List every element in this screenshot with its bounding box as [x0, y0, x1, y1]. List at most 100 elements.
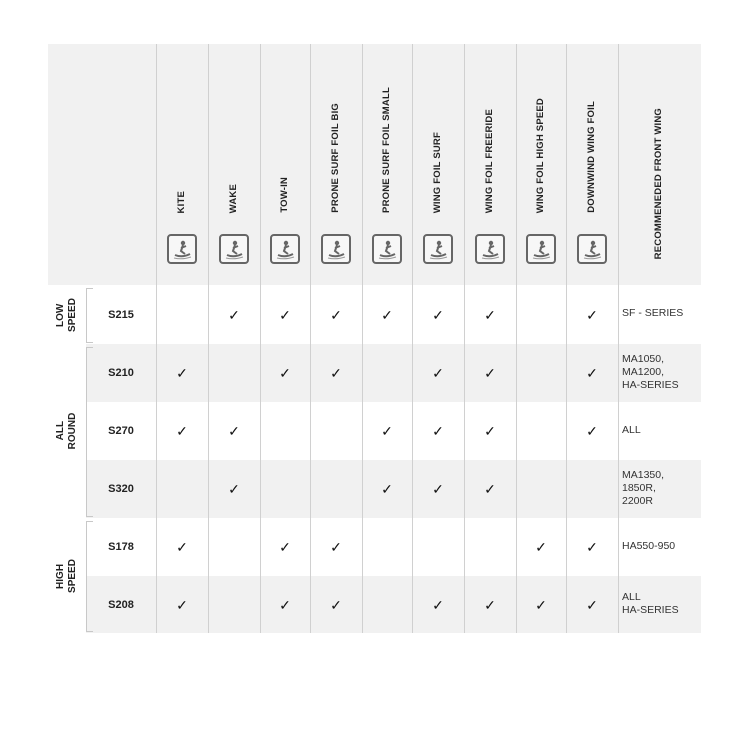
model-name: S215	[108, 308, 134, 321]
column-divider	[310, 44, 311, 633]
checkmark-icon: ✓	[228, 423, 240, 439]
column-header: WING FOIL SURF	[412, 44, 464, 285]
checkmark-icon: ✓	[484, 481, 496, 497]
checkmark-icon: ✓	[586, 306, 598, 323]
group-label-text: HIGH SPEED	[55, 558, 78, 593]
downwind-wing-foil-icon	[577, 234, 607, 264]
checkmark-icon: ✓	[586, 423, 598, 439]
model-name: S210	[108, 367, 134, 379]
checkmark-icon: ✓	[535, 539, 547, 555]
checkmark-icon: ✓	[228, 306, 240, 323]
column-divider	[566, 44, 567, 633]
column-header: PRONE SURF FOIL BIG	[310, 44, 362, 285]
checkmark-icon: ✓	[432, 596, 444, 613]
column-header-label: DOWNWIND WING FOIL	[586, 101, 597, 213]
checkmark-icon: ✓	[330, 365, 342, 381]
column-header-label: WING FOIL SURF	[432, 131, 443, 213]
prone-surf-small-icon	[372, 234, 402, 264]
recommended-front-wing: SF - SERIES	[622, 307, 684, 319]
column-header-recommended: RECOMMENEDED FRONT WING	[618, 44, 701, 285]
recommended-front-wing: MA1350, 1850R, 2200R	[622, 468, 665, 507]
column-divider	[516, 44, 517, 633]
wing-foil-high-speed-icon	[526, 234, 556, 264]
column-header: DOWNWIND WING FOIL	[566, 44, 618, 285]
column-divider	[412, 44, 413, 633]
checkmark-icon: ✓	[279, 596, 291, 613]
checkmark-icon: ✓	[586, 365, 598, 381]
column-divider	[208, 44, 209, 633]
group-label: LOW SPEED	[48, 285, 84, 344]
checkmark-icon: ✓	[535, 596, 547, 613]
wing-foil-surf-icon	[423, 234, 453, 264]
table-row	[86, 460, 701, 518]
column-divider	[618, 44, 619, 633]
checkmark-icon: ✓	[484, 596, 496, 613]
model-name: S320	[108, 483, 134, 495]
checkmark-icon: ✓	[279, 365, 291, 381]
checkmark-icon: ✓	[279, 539, 291, 555]
checkmark-icon: ✓	[484, 423, 496, 439]
checkmark-icon: ✓	[176, 539, 188, 555]
column-header: WAKE	[208, 44, 260, 285]
checkmark-icon: ✓	[484, 365, 496, 381]
group-bracket	[86, 347, 93, 517]
column-header: KITE	[156, 44, 208, 285]
column-header: PRONE SURF FOIL SMALL	[362, 44, 412, 285]
group-bracket	[86, 521, 93, 632]
column-header-label: WAKE	[228, 183, 239, 213]
column-header: WING FOIL HIGH SPEED	[516, 44, 566, 285]
checkmark-icon: ✓	[228, 481, 240, 497]
recommended-front-wing: MA1050, MA1200, HA-SERIES	[622, 352, 679, 391]
checkmark-icon: ✓	[586, 539, 598, 555]
checkmark-icon: ✓	[432, 306, 444, 323]
column-divider	[156, 44, 157, 633]
checkmark-icon: ✓	[176, 365, 188, 381]
group-label-text: LOW SPEED	[55, 297, 78, 332]
checkmark-icon: ✓	[381, 481, 393, 497]
checkmark-icon: ✓	[432, 365, 444, 381]
checkmark-icon: ✓	[381, 423, 393, 439]
recommended-front-wing: ALL	[622, 423, 641, 436]
checkmark-icon: ✓	[279, 306, 291, 323]
checkmark-icon: ✓	[330, 306, 342, 323]
column-header-label: WING FOIL HIGH SPEED	[535, 97, 546, 213]
model-name: S270	[108, 425, 134, 437]
checkmark-icon: ✓	[330, 539, 342, 555]
column-divider	[362, 44, 363, 633]
checkmark-icon: ✓	[176, 423, 188, 439]
checkmark-icon: ✓	[432, 481, 444, 497]
recommended-front-wing: ALL HA-SERIES	[622, 590, 679, 616]
group-label: ALL ROUND	[48, 344, 84, 518]
table-row	[86, 576, 701, 633]
wakeboard-icon	[219, 234, 249, 264]
column-header-label: TOW-IN	[279, 177, 290, 213]
group-bracket	[86, 288, 93, 343]
column-divider	[464, 44, 465, 633]
model-name: S178	[108, 541, 134, 553]
prone-surf-big-icon	[321, 234, 351, 264]
column-header: TOW-IN	[260, 44, 310, 285]
column-header-label: KITE	[176, 190, 187, 213]
group-label-text: ALL ROUND	[55, 412, 78, 450]
group-label: HIGH SPEED	[48, 518, 84, 633]
recommended-front-wing: HA550-950	[622, 539, 676, 552]
column-header-label: RECOMMENEDED FRONT WING	[653, 107, 664, 259]
checkmark-icon: ✓	[176, 596, 188, 613]
wing-foil-freeride-icon	[475, 234, 505, 264]
foil-compatibility-table: KITE WAKE TOW-IN PRONE SURF FOIL BIG PRONE S…	[48, 44, 701, 633]
column-header-label: PRONE SURF FOIL SMALL	[381, 87, 392, 213]
checkmark-icon: ✓	[432, 423, 444, 439]
kitesurf-icon	[167, 234, 197, 264]
checkmark-icon: ✓	[330, 596, 342, 613]
checkmark-icon: ✓	[381, 306, 393, 323]
checkmark-icon: ✓	[484, 306, 496, 323]
model-name: S208	[108, 598, 134, 611]
column-divider	[260, 44, 261, 633]
column-header-label: WING FOIL FREERIDE	[484, 108, 495, 213]
table-row	[86, 344, 701, 402]
tow-in-icon	[270, 234, 300, 264]
column-header-label: PRONE SURF FOIL BIG	[330, 103, 341, 213]
column-header: WING FOIL FREERIDE	[464, 44, 516, 285]
checkmark-icon: ✓	[586, 596, 598, 613]
